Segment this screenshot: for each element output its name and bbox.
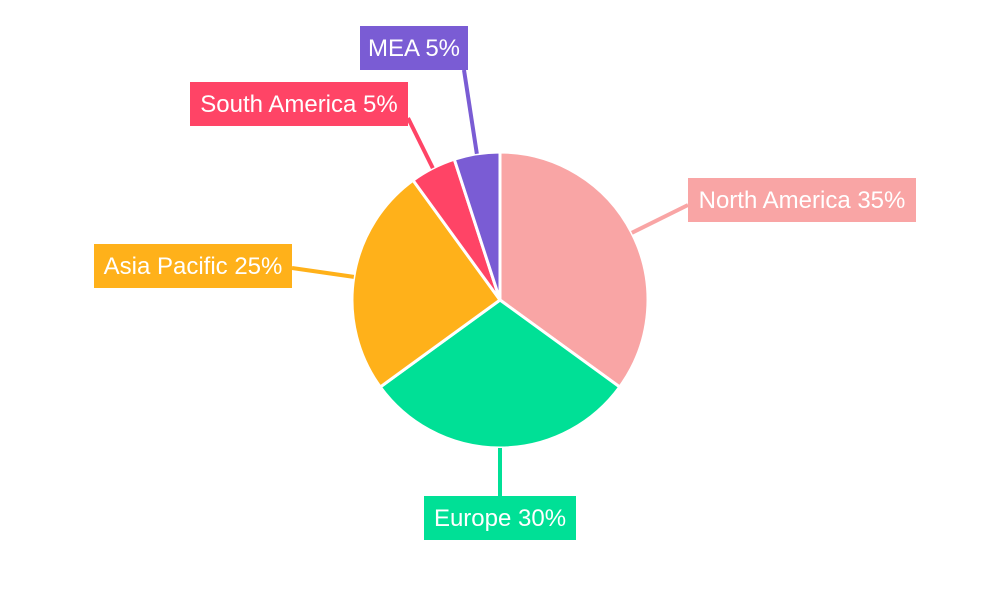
- leader-line: [630, 203, 689, 235]
- leader-line: [291, 266, 355, 279]
- pie-slice-mea: [452, 150, 502, 301]
- slice-label: MEA 5%: [368, 35, 460, 62]
- slice-label: South America 5%: [200, 91, 397, 118]
- pie-slice-europe: [378, 298, 622, 450]
- slice-label: North America 35%: [699, 187, 906, 214]
- label-box: [94, 244, 292, 288]
- pie-slice-asia-pacific: [350, 178, 503, 390]
- slice-label: Europe 30%: [434, 505, 566, 532]
- label-box: [360, 26, 468, 70]
- label-box: [424, 496, 576, 540]
- leader-line: [462, 69, 479, 155]
- slice-label: Asia Pacific 25%: [104, 253, 283, 280]
- leader-line: [406, 117, 435, 170]
- label-box: [688, 178, 916, 222]
- pie-slice-north-america: [498, 150, 650, 390]
- label-box: [190, 82, 408, 126]
